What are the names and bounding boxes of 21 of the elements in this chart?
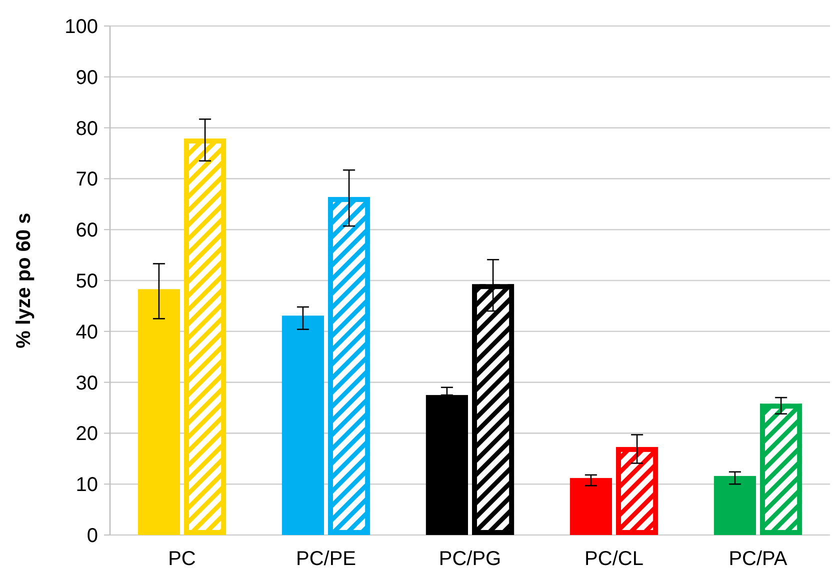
x-tick-label: PC/PE [296, 548, 356, 570]
y-tick-label: 100 [64, 16, 98, 38]
bar [282, 316, 324, 535]
bar [138, 289, 180, 535]
y-tick-label: 60 [76, 220, 98, 242]
y-tick-label: 90 [76, 66, 98, 89]
bar [570, 478, 612, 535]
y-axis-title: % lyze po 60 s [13, 212, 35, 348]
y-tick-label: 10 [76, 474, 98, 496]
y-tick-label: 70 [76, 168, 98, 191]
x-tick-label: PC/PA [728, 548, 788, 570]
bar [714, 476, 756, 535]
y-tick-label: 30 [76, 372, 98, 394]
x-tick-label: PC/CL [584, 548, 644, 570]
y-tick-label: 40 [76, 321, 98, 344]
y-tick-label: 20 [76, 423, 98, 446]
x-tick-label: PC/PG [438, 548, 502, 570]
x-tick-label: PC [168, 548, 196, 570]
y-tick-label: 0 [86, 525, 98, 547]
y-tick-label: 50 [76, 270, 98, 292]
y-tick-label: 80 [76, 118, 98, 140]
